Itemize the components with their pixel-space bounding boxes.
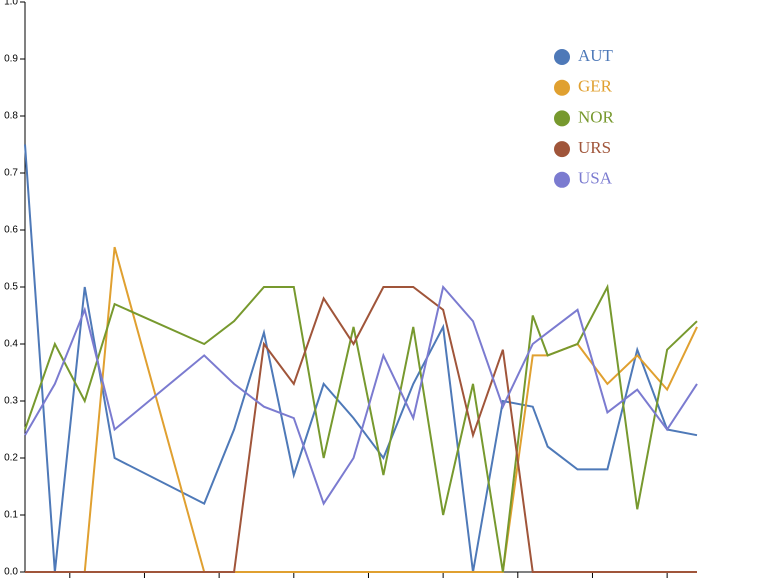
legend-marker: [554, 79, 570, 96]
y-tick-label: 0.1: [4, 510, 18, 521]
y-tick-label: 1.0: [4, 0, 18, 8]
legend-marker: [554, 141, 570, 158]
line: [24, 283, 698, 573]
legend-label: GER: [578, 77, 613, 96]
legend-label: USA: [578, 169, 613, 188]
legend-label: AUT: [578, 46, 614, 65]
y-tick-label: 0.6: [4, 225, 18, 236]
y-tick-label: 0.7: [4, 168, 18, 179]
y-tick-label: 0.8: [4, 111, 18, 122]
legend-marker: [554, 49, 570, 65]
y-tick-label: 0.3: [4, 396, 18, 407]
y-tick-label: 0.2: [4, 453, 18, 464]
line: [25, 286, 697, 573]
legend-label: URS: [578, 138, 611, 157]
y-tick-label: 0.0: [4, 567, 18, 578]
line: [25, 246, 698, 573]
y-tick-label: 0.5: [4, 282, 18, 293]
legend-label: NOR: [578, 107, 615, 126]
legend-marker: [554, 110, 570, 127]
legend-marker: [554, 171, 570, 188]
line: [24, 284, 698, 506]
y-tick-label: 0.4: [4, 339, 18, 350]
y-tick-label: 0.9: [4, 54, 18, 65]
line: [24, 144, 698, 573]
